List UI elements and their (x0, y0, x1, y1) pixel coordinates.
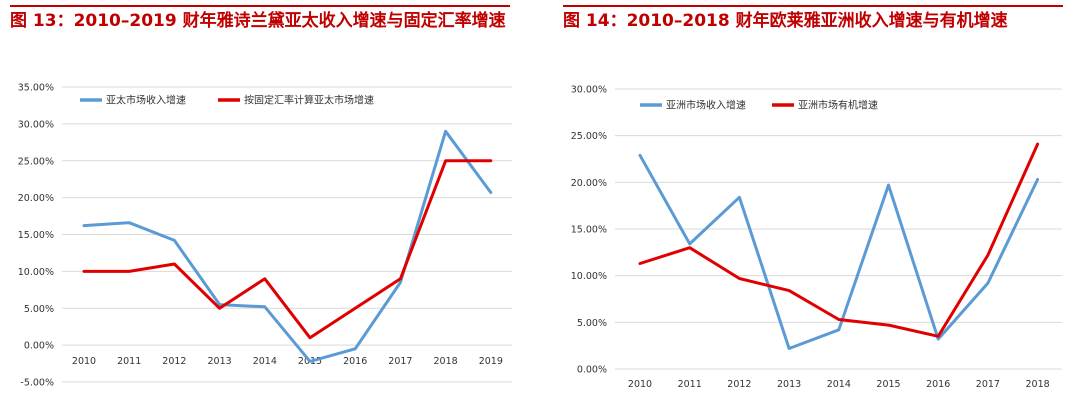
x-tick-label-right: 2012 (727, 379, 751, 390)
y-tick-label-right: 20.00% (571, 178, 607, 189)
x-tick-label-right: 2014 (827, 379, 851, 390)
x-tick-label-left: 2017 (388, 356, 412, 367)
y-tick-label-right: 5.00% (577, 318, 607, 329)
x-tick-label-left: 2018 (434, 356, 458, 367)
x-tick-label-left: 2010 (72, 356, 96, 367)
x-tick-label-right: 2015 (876, 379, 900, 390)
series-line-right-revenue (638, 153, 1040, 350)
x-tick-label-right: 2018 (1026, 379, 1050, 390)
legend-label-right: 亚洲市场有机增速 (798, 99, 878, 112)
x-tick-label-right: 2010 (628, 379, 652, 390)
y-tick-label-right: 15.00% (571, 225, 607, 236)
x-tick-label-right: 2013 (777, 379, 801, 390)
x-tick-label-left: 2016 (343, 356, 367, 367)
y-tick-label-right: 30.00% (571, 85, 607, 96)
x-tick-label-right: 2011 (678, 379, 702, 390)
x-tick-label-left: 2019 (479, 356, 503, 367)
x-tick-label-left: 2012 (162, 356, 186, 367)
y-tick-label-left: 15.00% (18, 230, 54, 241)
x-tick-label-left: 2013 (208, 356, 232, 367)
series-line-left-constant (82, 159, 493, 340)
y-tick-label-left: 0.00% (24, 341, 54, 352)
legend-label-right: 亚洲市场收入增速 (666, 99, 746, 112)
x-tick-label-right: 2017 (976, 379, 1000, 390)
y-tick-label-right: 0.00% (577, 365, 607, 376)
legend-label-left: 按固定汇率计算亚太市场增速 (244, 94, 374, 107)
y-tick-label-left: -5.00% (20, 378, 54, 389)
y-tick-label-right: 25.00% (571, 131, 607, 142)
chart-title-right: 图 14：2010–2018 财年欧莱雅亚洲收入增速与有机增速 (563, 11, 1008, 31)
x-tick-label-right: 2016 (926, 379, 950, 390)
x-tick-label-left: 2014 (253, 356, 277, 367)
legend-label-left: 亚太市场收入增速 (106, 94, 186, 107)
title-rule-left (10, 5, 510, 7)
x-tick-label-left: 2011 (117, 356, 141, 367)
title-rule-right (563, 5, 1063, 7)
series-line-right-constant (638, 142, 1040, 338)
y-tick-label-left: 35.00% (18, 83, 54, 94)
y-tick-label-left: 20.00% (18, 193, 54, 204)
y-tick-label-right: 10.00% (571, 271, 607, 282)
y-tick-label-left: 30.00% (18, 119, 54, 130)
y-tick-label-left: 10.00% (18, 267, 54, 278)
series-line-left-revenue (82, 129, 493, 363)
y-tick-label-left: 5.00% (24, 304, 54, 315)
y-tick-label-left: 25.00% (18, 156, 54, 167)
chart-title-left: 图 13：2010–2019 财年雅诗兰黛亚太收入增速与固定汇率增速 (10, 11, 506, 31)
